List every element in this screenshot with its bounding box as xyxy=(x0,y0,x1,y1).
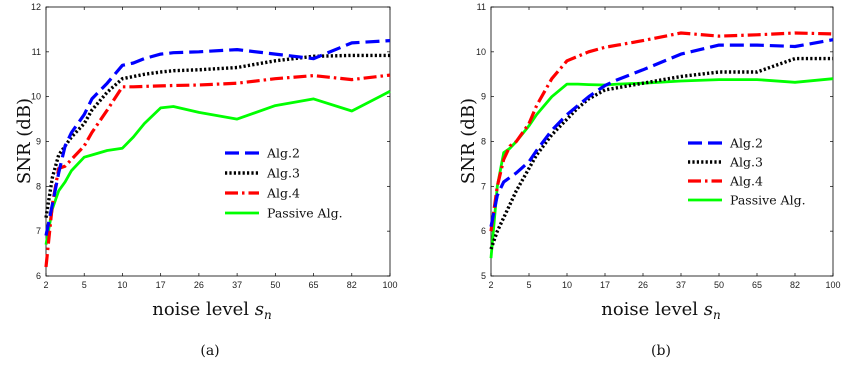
y-tick-label: 9 xyxy=(481,92,486,102)
y-tick-label: 8 xyxy=(36,181,41,191)
x-tick-label: 5 xyxy=(82,280,87,290)
x-tick-label: 50 xyxy=(270,280,280,290)
series-line-alg2-a xyxy=(44,39,391,236)
series-line-passive-a xyxy=(44,90,391,245)
caption-b: (b) xyxy=(651,343,671,359)
x-tick-label: 2 xyxy=(43,280,48,290)
x-tick-label: 37 xyxy=(676,280,686,290)
x-tick-label: 2 xyxy=(488,280,493,290)
x-tick-label: 17 xyxy=(156,280,166,290)
xlabel-a-symbol: s xyxy=(255,299,264,320)
x-tick-label: 65 xyxy=(752,280,762,290)
y-tick-label: 7 xyxy=(481,181,486,191)
series-line-alg2-b xyxy=(489,38,834,228)
y-tick-label: 6 xyxy=(36,271,41,281)
plot-area-b: 2 5 10 17 26 37 50 65 82 100567891011Alg.2Alg.3Al… xyxy=(476,2,841,290)
legend-label-alg4: Alg.4 xyxy=(729,174,763,189)
panel-a: 2 5 10 17 26 37 50 65 82 1006789101112Alg.2Alg.3A… xyxy=(14,2,398,359)
y-tick-label: 9 xyxy=(36,137,41,147)
x-tick-label: 26 xyxy=(638,280,648,290)
legend-label-alg3: Alg.3 xyxy=(266,166,300,181)
x-tick-label: 100 xyxy=(382,280,397,290)
series-line-alg3-b xyxy=(489,56,833,250)
y-tick-label: 6 xyxy=(481,226,486,236)
y-tick-label: 12 xyxy=(31,2,41,12)
series-line-passive-b xyxy=(489,77,834,259)
xlabel-a: noise level sn xyxy=(152,299,272,322)
ylabel-a: SNR (dB) xyxy=(14,98,35,184)
caption-a: (a) xyxy=(200,343,219,359)
x-tick-label: 5 xyxy=(526,280,531,290)
legend-a: Alg.2 Alg.3 Alg.4 Passive Alg. xyxy=(225,146,343,221)
legend-label-alg3: Alg.3 xyxy=(729,155,763,170)
legend-label-alg4: Alg.4 xyxy=(266,186,300,201)
xlabel-b-symbol: s xyxy=(704,299,713,320)
y-tick-label: 10 xyxy=(476,47,486,57)
y-tick-label: 11 xyxy=(477,2,486,12)
x-tick-label: 26 xyxy=(194,280,204,290)
x-tick-label: 37 xyxy=(232,280,242,290)
x-tick-label: 50 xyxy=(714,280,724,290)
series-line-alg3-a xyxy=(44,53,390,218)
y-tick-label: 5 xyxy=(481,271,486,281)
legend-label-passive: Passive Alg. xyxy=(267,206,343,221)
x-tick-label: 100 xyxy=(825,280,840,290)
y-tick-label: 7 xyxy=(36,226,41,236)
xlabel-a-text: noise level xyxy=(152,299,249,320)
y-tick-label: 11 xyxy=(32,47,41,57)
x-tick-label: 82 xyxy=(347,280,357,290)
x-tick-label: 65 xyxy=(309,280,319,290)
xlabel-a-subscript: n xyxy=(264,308,272,322)
xlabel-b: noise level sn xyxy=(601,299,721,322)
xlabel-b-text: noise level xyxy=(601,299,698,320)
y-tick-label: 8 xyxy=(481,137,486,147)
xlabel-b-subscript: n xyxy=(713,308,721,322)
legend-label-alg2: Alg.2 xyxy=(266,146,300,161)
x-tick-label: 17 xyxy=(600,280,610,290)
x-tick-label: 10 xyxy=(117,280,127,290)
x-tick-label: 82 xyxy=(790,280,800,290)
series-line-alg4-b xyxy=(489,31,834,232)
series-line-alg4-a xyxy=(44,73,391,268)
panel-b: 2 5 10 17 26 37 50 65 82 100567891011Alg.2Alg.3Al… xyxy=(458,2,841,359)
legend-label-passive: Passive Alg. xyxy=(730,193,806,208)
ylabel-b: SNR (dB) xyxy=(458,98,479,184)
y-tick-label: 10 xyxy=(31,92,41,102)
plot-area-a: 2 5 10 17 26 37 50 65 82 1006789101112Alg.2Alg.3A… xyxy=(31,2,398,290)
legend-b: Alg.2 Alg.3 Alg.4 Passive Alg. xyxy=(688,136,806,208)
legend-label-alg2: Alg.2 xyxy=(729,136,763,151)
x-tick-label: 10 xyxy=(562,280,572,290)
